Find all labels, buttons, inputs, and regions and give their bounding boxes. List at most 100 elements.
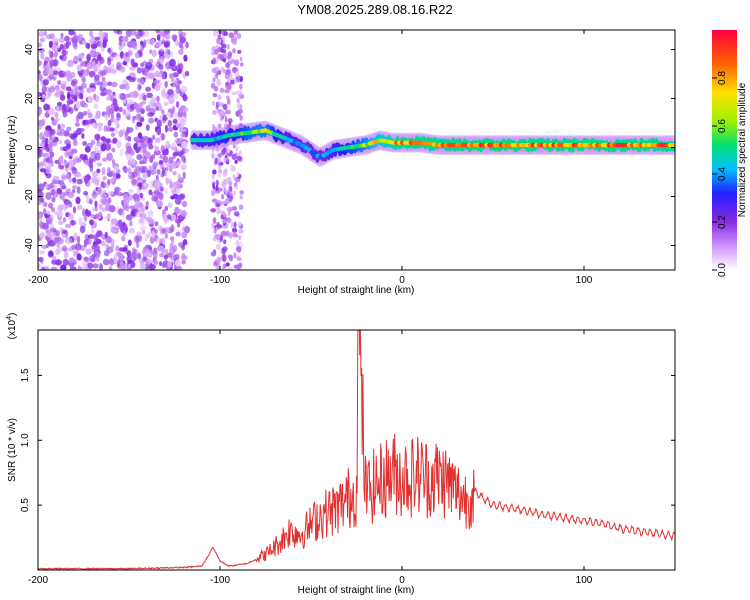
noise-blob xyxy=(104,143,112,151)
noise-blob xyxy=(39,250,45,255)
noise-blob xyxy=(73,232,78,240)
noise-blob xyxy=(226,99,231,105)
noise-blob xyxy=(136,121,143,127)
snr-multiplier-base: (x10 xyxy=(7,319,18,339)
noise-blob xyxy=(175,160,182,165)
noise-blob xyxy=(154,84,161,92)
noise-blob xyxy=(221,219,227,224)
noise-blob xyxy=(156,119,162,128)
noise-blob xyxy=(83,160,89,165)
noise-blob xyxy=(53,118,58,124)
noise-blob xyxy=(216,208,222,215)
noise-blob xyxy=(233,252,237,259)
noise-blob xyxy=(50,266,57,270)
noise-blob xyxy=(171,142,177,149)
noise-blob xyxy=(227,59,233,65)
noise-blob xyxy=(87,112,93,119)
x-tick-label: -200 xyxy=(28,575,48,586)
noise-blob xyxy=(168,89,175,98)
noise-blob xyxy=(182,116,188,121)
noise-blob xyxy=(176,63,182,69)
noise-blob xyxy=(235,110,242,117)
noise-blob xyxy=(154,260,159,265)
noise-blob xyxy=(234,159,238,164)
noise-blob xyxy=(136,67,142,74)
noise-blob xyxy=(131,171,137,178)
noise-blob xyxy=(65,223,72,229)
noise-blob xyxy=(77,85,83,91)
noise-blob xyxy=(67,212,74,221)
noise-blob xyxy=(98,40,103,48)
noise-blob xyxy=(82,208,86,217)
noise-blob xyxy=(217,94,222,101)
noise-blob xyxy=(217,53,223,59)
noise-blob xyxy=(222,68,226,74)
noise-blob xyxy=(145,61,153,70)
noise-blob xyxy=(156,34,161,41)
noise-blob xyxy=(235,184,239,190)
noise-blob xyxy=(174,259,181,267)
noise-blob xyxy=(213,30,218,37)
noise-blob xyxy=(181,154,185,163)
noise-blob xyxy=(92,263,99,269)
noise-blob xyxy=(172,182,179,190)
noise-blob xyxy=(48,202,54,209)
noise-blob xyxy=(131,261,136,268)
noise-blob xyxy=(211,100,216,106)
noise-blob xyxy=(83,214,88,222)
noise-blob xyxy=(114,186,120,195)
noise-blob xyxy=(130,158,136,165)
noise-blob xyxy=(89,50,95,57)
noise-blob xyxy=(155,236,162,244)
noise-blob xyxy=(92,194,97,200)
noise-blob xyxy=(167,202,173,208)
noise-blob xyxy=(148,138,152,143)
snr-multiplier-exp: 4 xyxy=(6,316,13,320)
noise-blob xyxy=(166,214,172,220)
noise-blob xyxy=(218,165,222,170)
noise-blob xyxy=(231,66,237,74)
noise-blob xyxy=(176,68,183,74)
noise-blob xyxy=(172,152,177,159)
noise-blob xyxy=(59,139,63,145)
noise-blob xyxy=(65,143,71,150)
noise-blob xyxy=(161,237,166,245)
noise-blob xyxy=(235,240,240,247)
noise-blob xyxy=(46,34,53,40)
noise-blob xyxy=(67,191,75,199)
noise-blob xyxy=(120,39,127,48)
noise-blob xyxy=(110,228,118,233)
noise-blob xyxy=(91,244,97,250)
noise-blob xyxy=(181,252,186,258)
noise-blob xyxy=(181,200,188,208)
noise-blob xyxy=(54,159,60,164)
noise-blob xyxy=(169,243,174,250)
noise-blob xyxy=(222,170,228,177)
noise-blob xyxy=(221,36,226,42)
noise-blob xyxy=(238,204,244,210)
noise-blob xyxy=(89,30,94,38)
noise-blob xyxy=(115,245,120,252)
noise-blob xyxy=(52,175,60,182)
noise-blob xyxy=(211,251,216,256)
noise-blob xyxy=(90,152,94,159)
ridge-peak xyxy=(670,142,675,148)
noise-blob xyxy=(50,241,56,247)
snr-axes: -200 -100 0 100 0.5 1.0 1.5 xyxy=(20,330,675,586)
noise-blob xyxy=(240,62,244,67)
noise-blob xyxy=(127,159,132,167)
noise-blob xyxy=(38,183,45,192)
noise-blob xyxy=(48,40,53,48)
noise-blob xyxy=(68,151,74,156)
noise-blob xyxy=(95,238,102,245)
noise-blob xyxy=(97,186,102,193)
noise-blob xyxy=(62,258,69,266)
noise-blob xyxy=(212,109,217,115)
noise-blob xyxy=(74,91,80,96)
noise-blob xyxy=(126,214,133,221)
noise-blob xyxy=(143,70,150,76)
noise-blob xyxy=(229,255,233,262)
noise-blob xyxy=(84,176,89,184)
y-tick-label: -20 xyxy=(24,189,35,204)
